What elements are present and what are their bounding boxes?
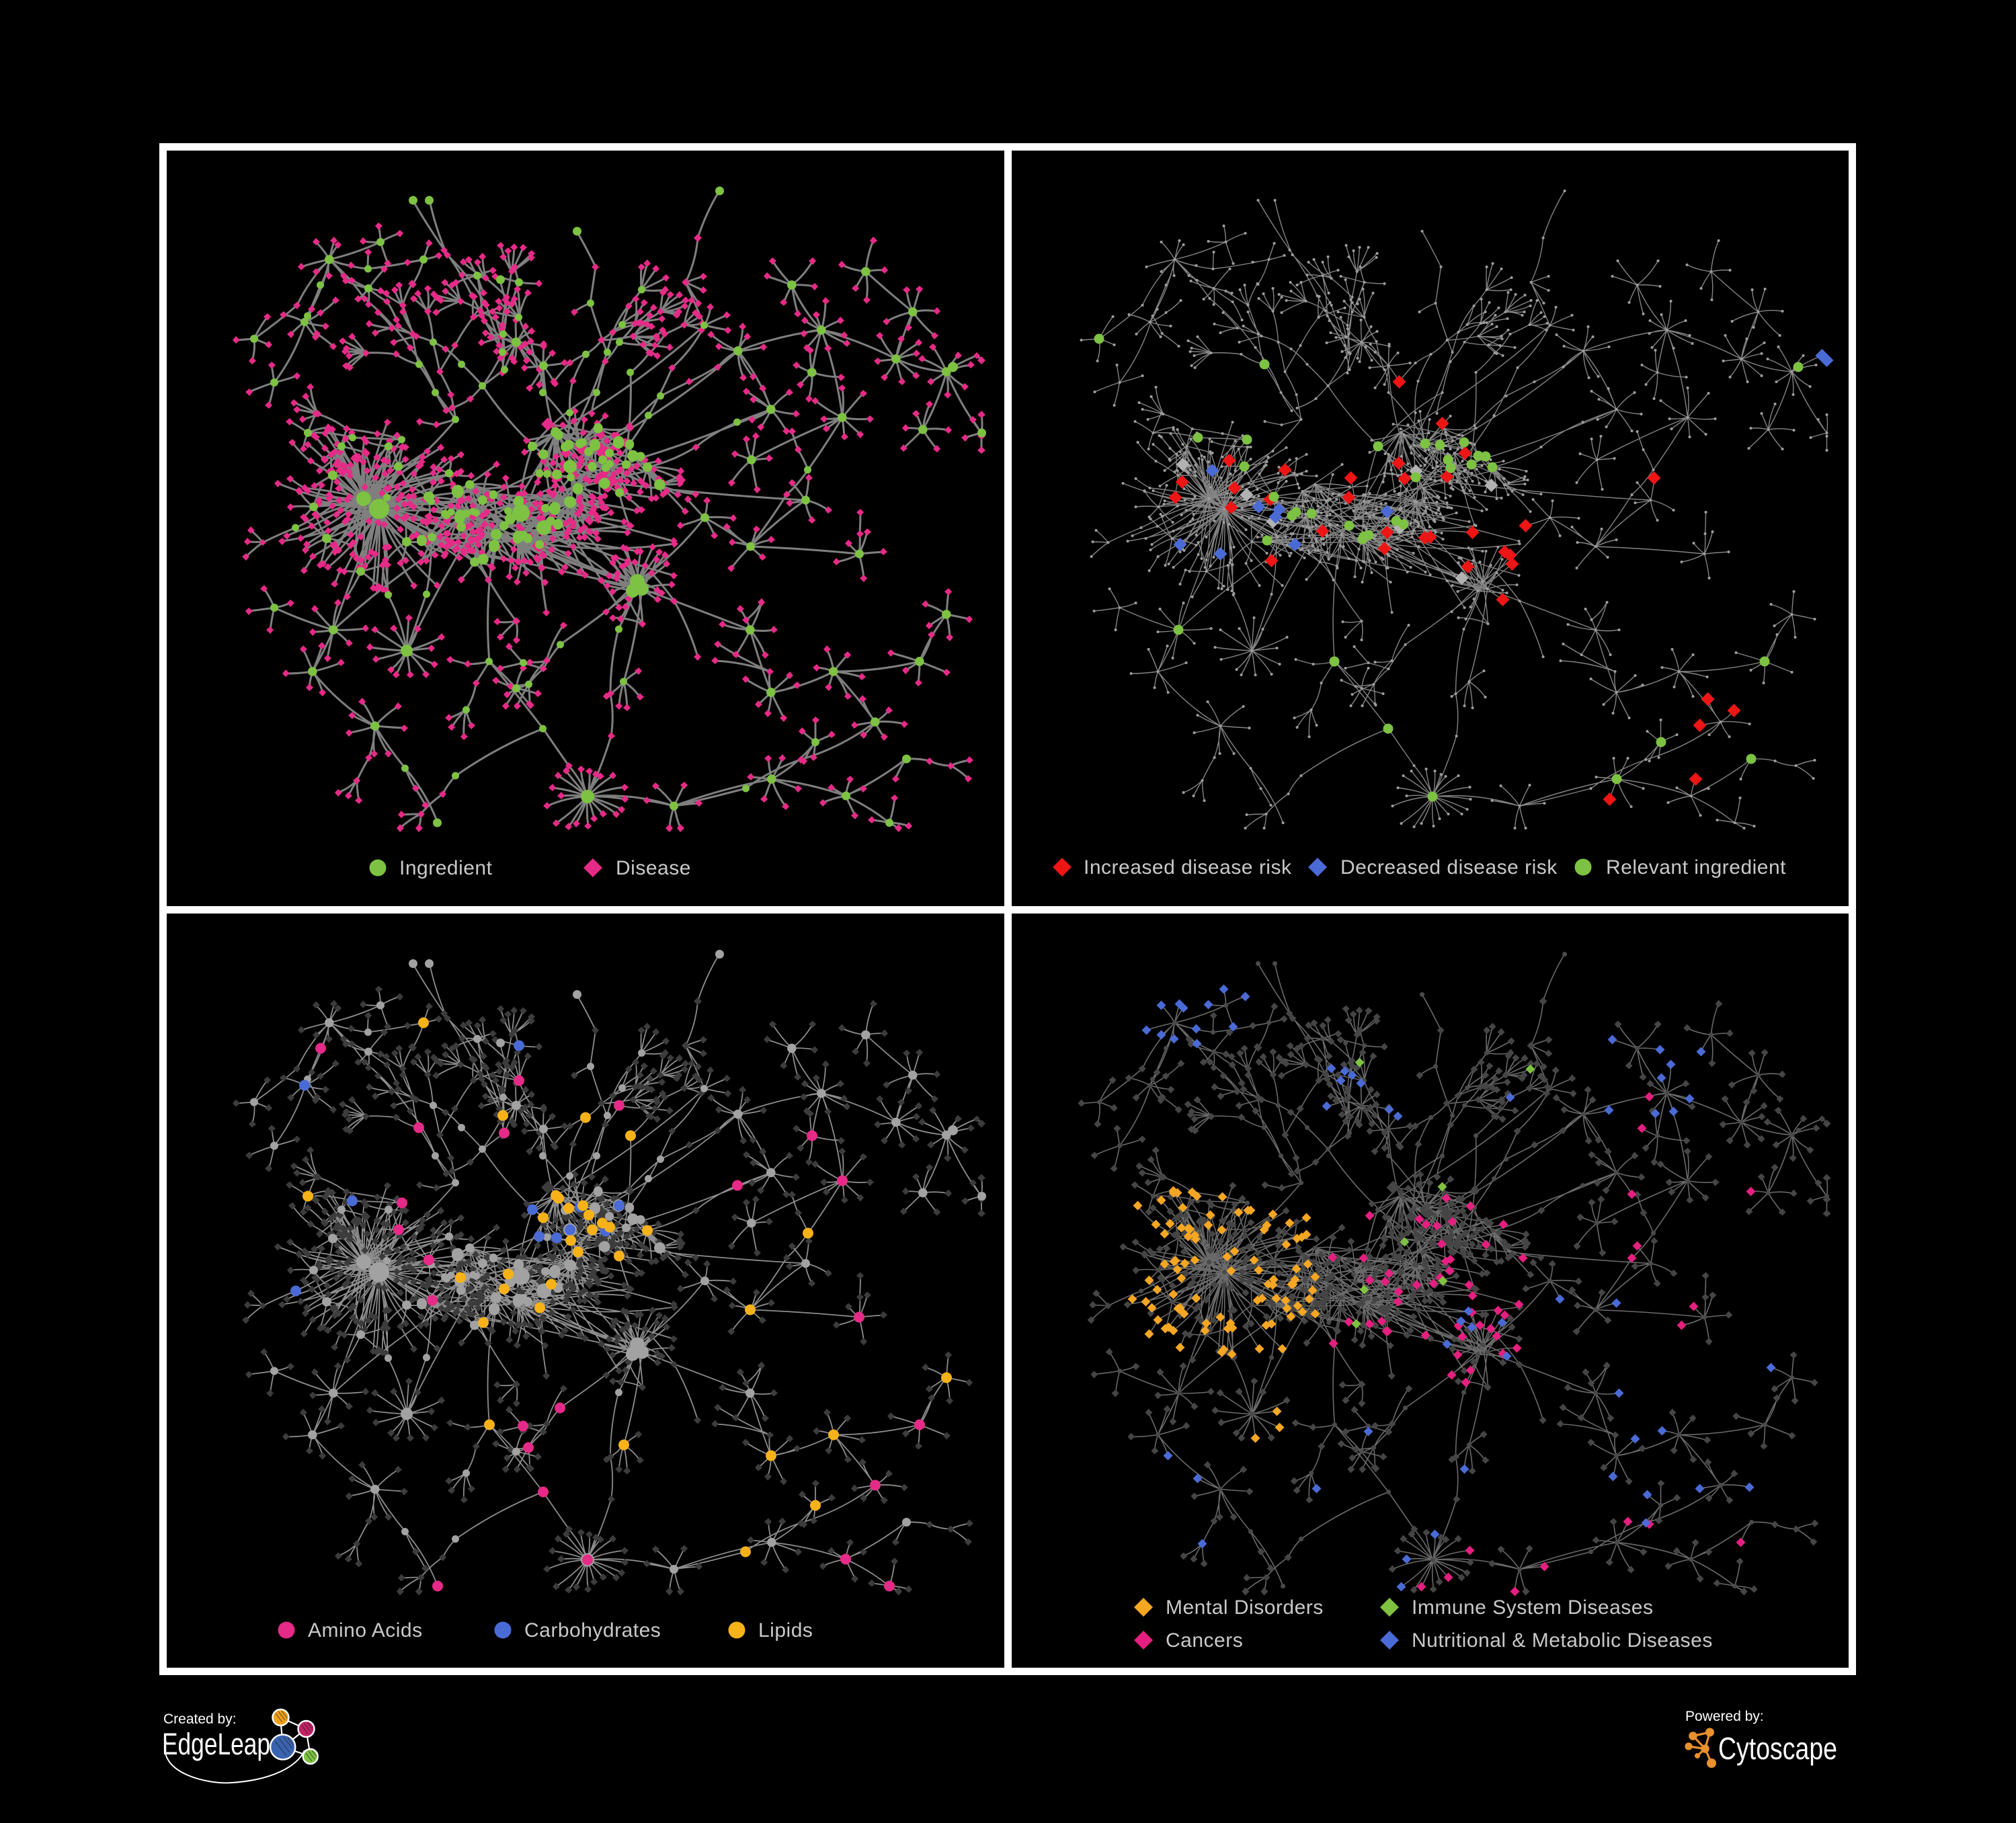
svg-text:Ingredient: Ingredient: [399, 857, 493, 879]
svg-text:Immune System Diseases: Immune System Diseases: [1412, 1596, 1653, 1619]
svg-text:Cancers: Cancers: [1166, 1629, 1243, 1652]
svg-text:Increased disease risk: Increased disease risk: [1084, 856, 1292, 879]
svg-text:Carbohydrates: Carbohydrates: [524, 1619, 661, 1642]
svg-text:Decreased disease risk: Decreased disease risk: [1340, 856, 1558, 879]
svg-text:Relevant ingredient: Relevant ingredient: [1606, 856, 1786, 879]
svg-text:Powered by:: Powered by:: [1685, 1709, 1764, 1724]
svg-text:EdgeLeap: EdgeLeap: [162, 1727, 270, 1761]
svg-text:Amino Acids: Amino Acids: [308, 1619, 423, 1642]
svg-text:Lipids: Lipids: [758, 1619, 813, 1642]
svg-text:Created by:: Created by:: [163, 1711, 237, 1727]
svg-text:Nutritional & Metabolic Diseas: Nutritional & Metabolic Diseases: [1412, 1629, 1713, 1652]
svg-text:Cytoscape: Cytoscape: [1718, 1731, 1837, 1766]
svg-text:Disease: Disease: [616, 857, 691, 879]
svg-text:Mental Disorders: Mental Disorders: [1166, 1596, 1324, 1619]
